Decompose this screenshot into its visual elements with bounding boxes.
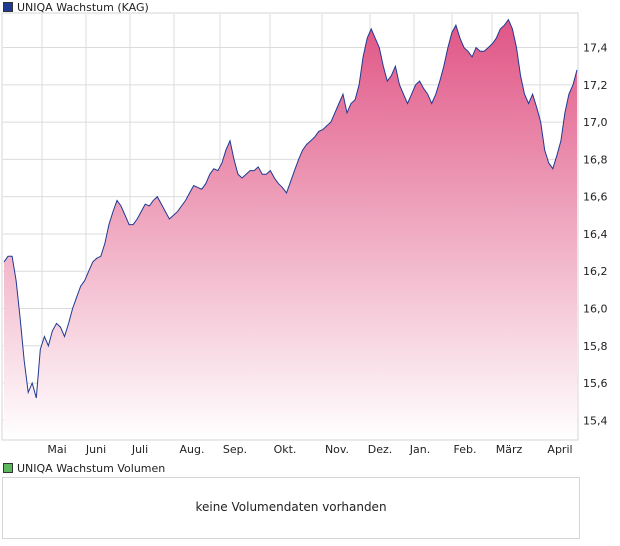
x-tick-label: April [547,443,572,456]
x-tick-label: Feb. [454,443,477,456]
y-tick-label: 16,4 [583,228,608,241]
x-tick-label: Nov. [325,443,349,456]
price-area [4,19,577,439]
volume-panel: keine Volumendaten vorhanden [2,477,580,539]
x-tick-label: Juni [85,443,106,456]
y-tick-label: 17,2 [583,79,608,92]
volume-legend: UNIQA Wachstum Volumen [3,462,165,475]
x-tick-label: Mai [47,443,66,456]
y-tick-label: 15,4 [583,414,608,427]
x-tick-label: Juli [131,443,148,456]
y-tick-label: 16,0 [583,303,608,316]
x-tick-label: Sep. [223,443,247,456]
y-tick-label: 16,2 [583,265,608,278]
price-legend-label: UNIQA Wachstum (KAG) [17,1,149,14]
x-tick-label: Okt. [274,443,297,456]
x-tick-label: März [496,443,523,456]
y-tick-label: 17,0 [583,116,608,129]
y-tick-label: 15,6 [583,377,608,390]
price-legend-swatch [3,2,13,12]
x-axis-labels: Mai Juni Juli Aug. Sep. Okt. Nov. Dez. Jan. Feb. M… [47,443,572,456]
volume-legend-swatch [3,463,13,473]
y-tick-label: 15,8 [583,340,608,353]
x-tick-label: Jan. [409,443,430,456]
x-tick-label: Aug. [180,443,205,456]
y-tick-label: 16,6 [583,191,608,204]
y-axis-labels: 15,4 15,6 15,8 16,0 16,2 16,4 16,6 16,8 17,0 17,2… [583,42,608,428]
no-volume-message: keine Volumendaten vorhanden [195,500,387,514]
x-tick-label: Dez. [368,443,393,456]
volume-legend-label: UNIQA Wachstum Volumen [17,462,166,475]
price-legend: UNIQA Wachstum (KAG) [3,1,149,14]
y-tick-label: 17,4 [583,42,608,55]
price-line [3,18,578,399]
y-tick-label: 16,8 [583,153,608,166]
